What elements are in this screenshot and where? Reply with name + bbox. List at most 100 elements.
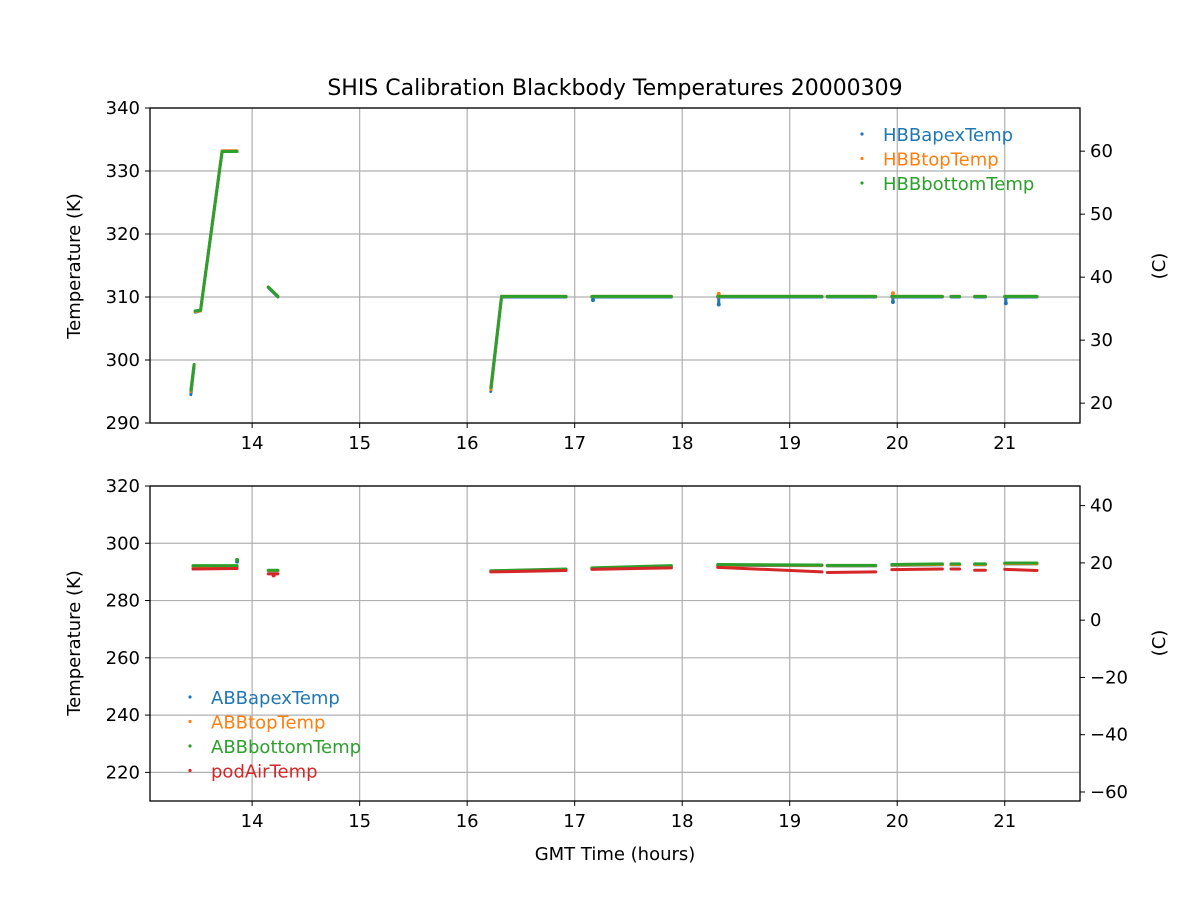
y-tick-label: 300: [106, 350, 140, 371]
data-point: [235, 557, 240, 562]
y-tick-label: 240: [106, 705, 140, 726]
legend-label: HBBapexTemp: [883, 125, 1013, 146]
legend-marker: [188, 768, 192, 773]
legend-marker: [188, 695, 192, 699]
x-tick-label: 20: [886, 433, 909, 454]
x-tick-label: 16: [456, 811, 479, 832]
bottom-right-y-axis-label: (C): [1149, 630, 1170, 657]
x-tick-label: 14: [241, 433, 264, 454]
bottom-plot-frame: [149, 485, 1081, 802]
bottom-x-ticks: 14 15 16 17 18 19 20 21: [241, 801, 1016, 832]
y-tick-label: 330: [106, 161, 140, 182]
legend-marker: [860, 156, 864, 161]
x-axis-label: GMT Time (hours): [535, 844, 696, 865]
data-point: [716, 302, 721, 307]
x-tick-label: 16: [456, 433, 479, 454]
data-point-run: [825, 570, 878, 574]
right-y-tick-label: −40: [1090, 725, 1128, 746]
legend-label: podAirTemp: [211, 762, 318, 783]
x-tick-label: 19: [778, 811, 801, 832]
y-tick-label: 320: [106, 224, 140, 245]
legend-label: ABBapexTemp: [211, 688, 340, 709]
y-tick-label: 300: [106, 533, 140, 554]
chart-title: SHIS Calibration Blackbody Temperatures …: [327, 76, 902, 101]
right-y-tick-label: −60: [1090, 782, 1128, 803]
x-tick-label: 17: [563, 811, 586, 832]
data-point-run: [489, 568, 568, 574]
x-tick-label: 19: [778, 433, 801, 454]
data-point-run: [590, 566, 673, 571]
top-plot-frame: [149, 107, 1081, 424]
data-point: [716, 291, 721, 296]
data-point-run: [890, 567, 944, 572]
series-HBBbottomTemp: [189, 149, 1039, 392]
bottom-data-series: [191, 557, 1039, 578]
top-legend: HBBapexTemp HBBtopTemp HBBbottomTemp: [860, 125, 1034, 195]
data-point-run: [199, 150, 224, 312]
x-tick-label: 20: [886, 811, 909, 832]
y-tick-label: 220: [106, 762, 140, 783]
legend-marker: [860, 132, 864, 136]
x-tick-label: 17: [563, 433, 586, 454]
data-point-run: [1003, 567, 1039, 572]
bottom-grid: [150, 485, 1080, 801]
y-tick-label: 290: [106, 413, 140, 434]
bottom-right-y-ticks: −60 −40 −20 0 20 40: [1080, 496, 1128, 803]
bottom-y-ticks: 220 240 260 280 300 320: [106, 476, 150, 783]
top-right-y-axis-label: (C): [1149, 253, 1170, 280]
data-point-run: [191, 566, 239, 571]
right-y-tick-label: 40: [1090, 496, 1113, 517]
legend-label: HBBbottomTemp: [883, 174, 1034, 195]
top-panel: 14 15 16 17 18 19 20 21 290 300 310 320 330 340 20 30…: [64, 98, 1170, 454]
right-y-tick-label: 20: [1090, 393, 1113, 414]
data-point-run: [716, 562, 824, 567]
series-podAirTemp: [191, 565, 1039, 578]
data-point-run: [489, 294, 504, 390]
data-point-run: [716, 565, 824, 574]
x-tick-label: 18: [671, 433, 694, 454]
right-y-tick-label: 30: [1090, 330, 1113, 351]
x-tick-label: 14: [241, 811, 264, 832]
x-tick-label: 21: [993, 811, 1016, 832]
data-point: [1003, 301, 1008, 306]
data-point: [271, 573, 276, 578]
data-point-run: [590, 564, 673, 570]
data-point-run: [890, 562, 944, 566]
legend-marker: [188, 744, 192, 748]
y-tick-label: 280: [106, 591, 140, 612]
legend-label: ABBtopTemp: [211, 713, 325, 734]
data-point: [890, 291, 895, 296]
top-y-ticks: 290 300 310 320 330 340: [106, 98, 150, 434]
right-y-tick-label: 40: [1090, 267, 1113, 288]
top-data-series: [189, 149, 1039, 397]
y-tick-label: 320: [106, 476, 140, 497]
legend-marker: [188, 719, 192, 724]
x-tick-label: 15: [348, 811, 371, 832]
legend-marker: [860, 181, 864, 185]
y-tick-label: 310: [106, 287, 140, 308]
legend-label: HBBtopTemp: [883, 150, 999, 171]
legend-label: ABBbottomTemp: [211, 737, 361, 758]
right-y-tick-label: 60: [1090, 141, 1113, 162]
bottom-y-axis-label: Temperature (K): [64, 570, 85, 717]
right-y-tick-label: 0: [1090, 610, 1101, 631]
x-tick-label: 21: [993, 433, 1016, 454]
top-x-ticks: 14 15 16 17 18 19 20 21: [241, 423, 1016, 454]
y-tick-label: 340: [106, 98, 140, 119]
x-tick-label: 15: [348, 433, 371, 454]
data-point: [590, 298, 595, 303]
bottom-legend: ABBapexTemp ABBtopTemp ABBbottomTemp podAir…: [188, 688, 361, 783]
data-point-run: [189, 362, 196, 392]
right-y-tick-label: 50: [1090, 204, 1113, 225]
right-y-tick-label: −20: [1090, 667, 1128, 688]
data-point-run: [266, 285, 280, 298]
data-point: [890, 300, 895, 305]
x-tick-label: 18: [671, 811, 694, 832]
y-tick-label: 260: [106, 648, 140, 669]
top-right-y-ticks: 20 30 40 50 60: [1080, 141, 1113, 414]
right-y-tick-label: 20: [1090, 553, 1113, 574]
top-y-axis-label: Temperature (K): [64, 193, 85, 340]
